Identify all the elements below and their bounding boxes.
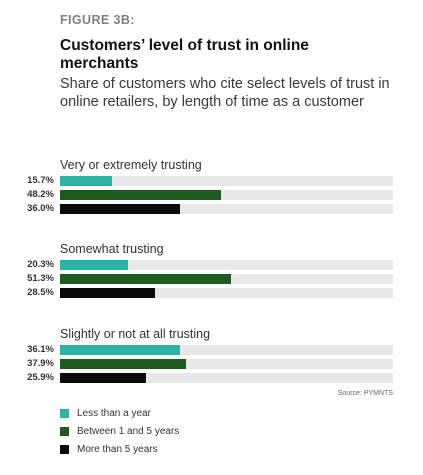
bar	[60, 274, 231, 284]
category-label: Somewhat trusting	[60, 242, 164, 256]
legend-item: Less than a year	[60, 404, 179, 422]
data-label: 28.5%	[27, 287, 54, 298]
figure-label: FIGURE 3B:	[60, 13, 135, 27]
category-label: Slightly or not at all trusting	[60, 327, 211, 341]
data-label: 20.3%	[27, 259, 54, 270]
bar-track	[60, 274, 393, 284]
data-label: 15.7%	[27, 175, 54, 186]
bar-track	[60, 190, 393, 200]
bar	[60, 373, 147, 383]
bar	[60, 190, 221, 200]
legend-label: Between 1 and 5 years	[77, 425, 180, 437]
data-label: 36.1%	[27, 344, 54, 355]
data-label: 51.3%	[27, 273, 54, 284]
bar	[60, 176, 113, 186]
data-label: 37.9%	[27, 358, 54, 369]
legend-swatch	[60, 408, 69, 418]
bar	[60, 288, 155, 298]
chart-subtitle: Share of customers who cite select level…	[60, 76, 390, 110]
bar	[60, 204, 180, 214]
bar-track	[60, 345, 393, 355]
data-label: 25.9%	[27, 372, 54, 383]
category-label: Very or extremely trusting	[60, 158, 202, 172]
legend-label: More than 5 years	[77, 443, 158, 455]
bar-track	[60, 373, 393, 383]
bar-track	[60, 260, 393, 270]
bar	[60, 345, 181, 355]
legend-swatch	[60, 426, 69, 436]
bar-track	[60, 204, 393, 214]
bar-track	[60, 288, 393, 298]
bar	[60, 359, 187, 369]
bar-track	[60, 359, 393, 369]
bar	[60, 260, 128, 270]
chart-title: Customers’ level of trust in online merc…	[60, 37, 309, 72]
legend-label: Less than a year	[77, 407, 151, 419]
source-note: Source: PYMNTS	[337, 390, 393, 397]
bar-track	[60, 176, 393, 186]
legend-item: More than 5 years	[60, 440, 179, 458]
legend-item: Between 1 and 5 years	[60, 422, 179, 440]
data-label: 48.2%	[27, 189, 54, 200]
legend-swatch	[60, 444, 69, 454]
legend: Less than a year Between 1 and 5 years M…	[60, 404, 179, 458]
data-label: 36.0%	[27, 203, 54, 214]
